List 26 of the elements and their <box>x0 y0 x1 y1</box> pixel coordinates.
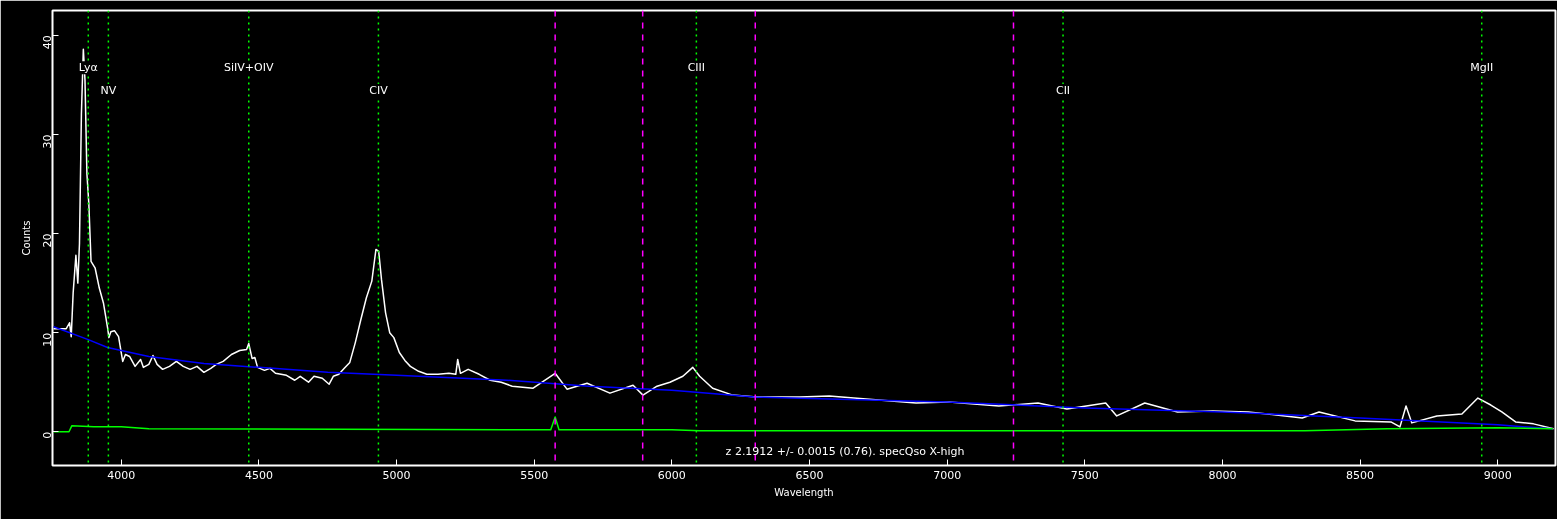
x-tick-label: 7500 <box>1070 468 1099 482</box>
x-tick-label: 4500 <box>244 468 273 482</box>
x-axis-title: Wavelength <box>774 486 834 498</box>
y-tick-label: 20 <box>41 233 55 248</box>
y-axis-title: Counts <box>20 220 32 256</box>
x-tick-label: 7000 <box>933 468 962 482</box>
x-tick-label: 8500 <box>1346 468 1375 482</box>
ref-line-label: Lyα <box>78 61 98 75</box>
x-tick-label: 8000 <box>1208 468 1237 482</box>
x-tick-label: 5000 <box>382 468 411 482</box>
ref-line-label: CIV <box>369 83 389 97</box>
x-tick-label: 6000 <box>657 468 686 482</box>
x-tick-label: 4000 <box>107 468 136 482</box>
ref-line-label: CII <box>1055 83 1071 97</box>
y-tick-label: 10 <box>41 332 55 347</box>
y-tick-label: 0 <box>41 431 55 439</box>
y-tick-label: 40 <box>41 35 55 50</box>
annotation: z 2.1912 +/- 0.0015 (0.76). specQso X-high <box>725 444 965 458</box>
ref-line-label: SiIV+OIV <box>224 61 274 75</box>
ref-line-label: CIII <box>687 61 706 75</box>
y-tick-label: 30 <box>41 134 55 149</box>
x-tick-label: 6500 <box>795 468 824 482</box>
x-tick-label: 5500 <box>520 468 549 482</box>
ref-line-label: NV <box>100 83 117 97</box>
ref-line-label: MgII <box>1470 61 1494 75</box>
x-tick-label: 9000 <box>1483 468 1512 482</box>
